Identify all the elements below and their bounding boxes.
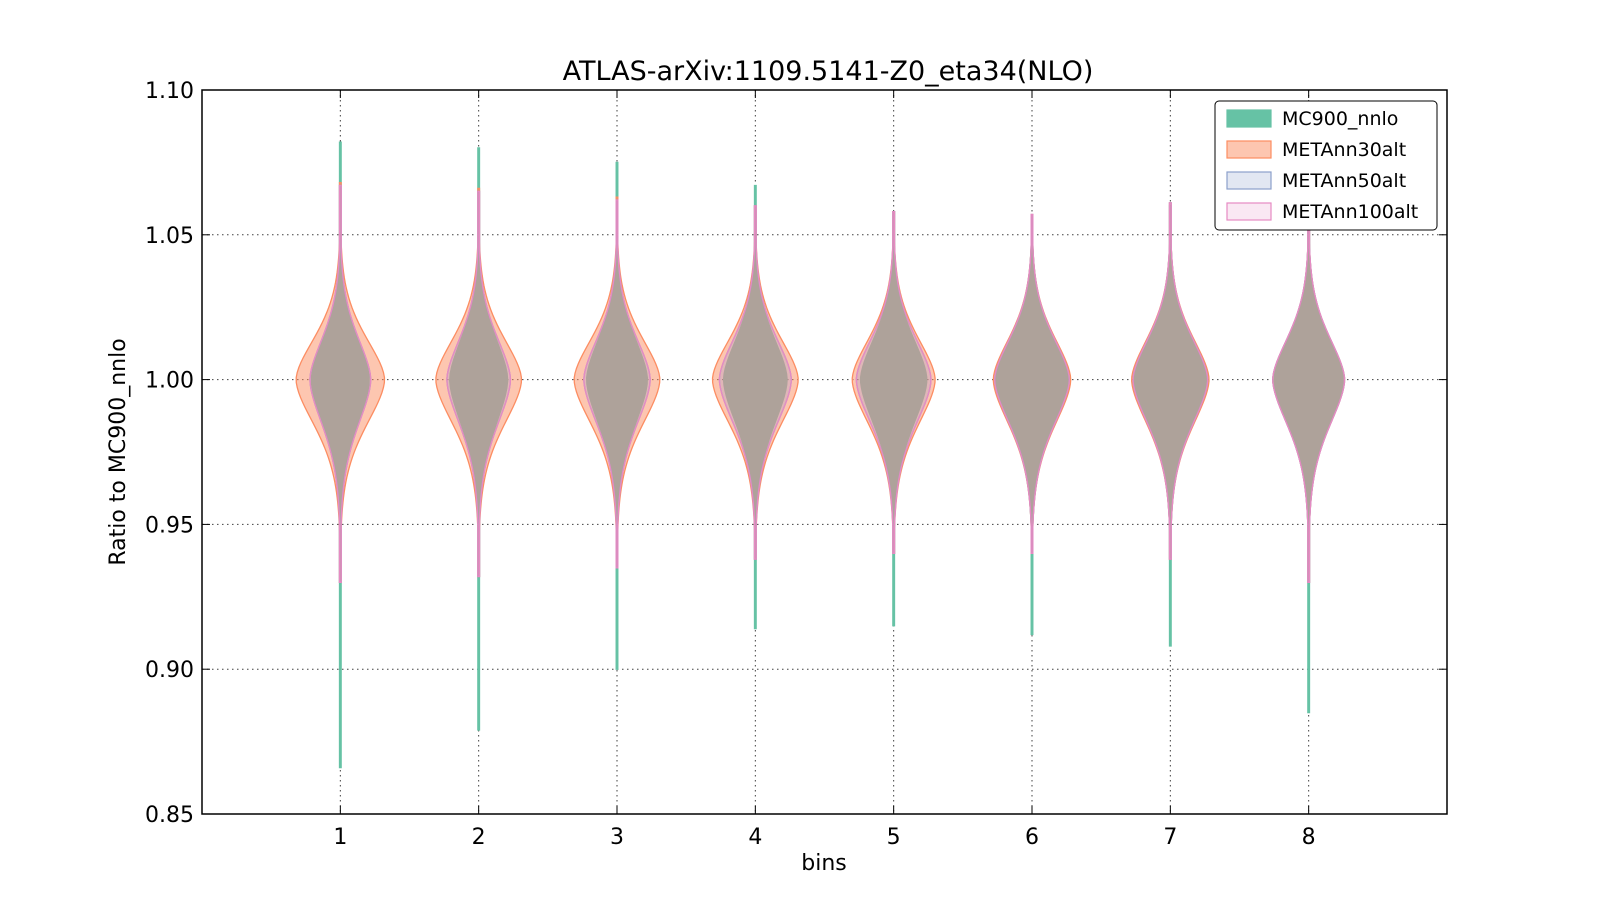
y-tick-label: 1.10 (145, 79, 194, 104)
legend-swatch-METAnn100alt (1226, 202, 1272, 221)
legend-swatch-METAnn50alt (1226, 171, 1272, 190)
y-tick-label: 0.90 (145, 658, 194, 683)
violin-METAnn100alt-bin-6 (993, 213, 1071, 555)
x-tick-label: 2 (472, 825, 486, 850)
legend-swatch-METAnn30alt (1226, 140, 1272, 159)
y-axis-label: Ratio to MC900_nnlo (106, 338, 131, 565)
violin-METAnn100alt-bin-1 (309, 184, 372, 583)
chart-title: ATLAS-arXiv:1109.5141-Z0_eta34(NLO) (563, 56, 1094, 87)
plot-area (202, 90, 1447, 814)
violin-METAnn100alt-bin-2 (446, 190, 512, 578)
y-tick-label: 0.95 (145, 513, 194, 538)
series-METAnn30alt (295, 182, 1346, 583)
violin-METAnn30alt-bin-2 (435, 187, 523, 578)
y-tick-label: 1.05 (145, 224, 194, 249)
x-tick-label: 8 (1302, 825, 1316, 850)
legend-label-MC900_nnlo: MC900_nnlo (1282, 108, 1398, 130)
x-tick-label: 3 (610, 825, 624, 850)
violin-METAnn100alt-bin-8 (1272, 182, 1346, 583)
legend: MC900_nnlo METAnn30alt METAnn50alt METAnn10… (1214, 100, 1438, 231)
series-METAnn100alt (309, 182, 1346, 583)
y-tick-label: 0.85 (145, 803, 194, 828)
axis-ticks: 0.85 0.90 0.95 1.00 1.05 1.10 1 2 3 4 5 6 7 8 (145, 79, 1447, 850)
x-tick-label: 1 (333, 825, 347, 850)
legend-box (1214, 100, 1438, 231)
plot-frame (201, 89, 1448, 815)
violin-METAnn100alt-bin-3 (583, 199, 651, 569)
x-tick-label: 4 (748, 825, 762, 850)
violin-METAnn30alt-bin-1 (295, 182, 386, 583)
legend-label-METAnn50alt: METAnn50alt (1282, 170, 1406, 192)
violin-METAnn30alt-bin-3 (573, 196, 661, 569)
x-axis-label: bins (801, 851, 846, 876)
x-tick-label: 7 (1163, 825, 1177, 850)
x-tick-label: 6 (1025, 825, 1039, 850)
legend-label-METAnn30alt: METAnn30alt (1282, 139, 1406, 161)
x-tick-label: 5 (887, 825, 901, 850)
legend-label-METAnn100alt: METAnn100alt (1282, 201, 1418, 223)
violin-METAnn100alt-bin-4 (718, 205, 792, 560)
violin-METAnn100alt-bin-7 (1132, 202, 1209, 560)
y-tick-label: 1.00 (145, 369, 194, 394)
legend-swatch-MC900_nnlo (1226, 109, 1272, 128)
violin-METAnn100alt-bin-5 (855, 210, 932, 555)
